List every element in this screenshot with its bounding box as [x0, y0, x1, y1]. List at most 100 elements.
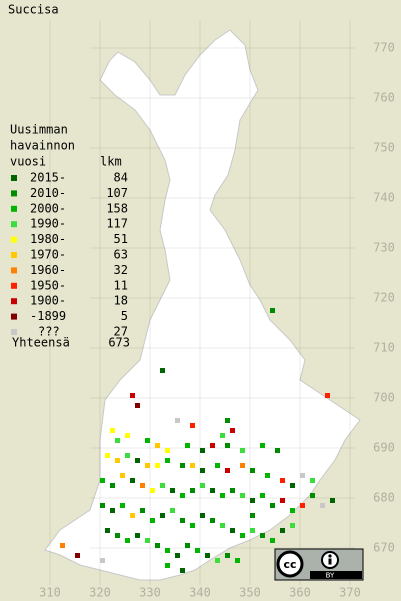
observation-cell [190, 463, 195, 468]
observation-cell [270, 538, 275, 543]
legend-label: 2015- [30, 171, 66, 185]
observation-cell [135, 458, 140, 463]
observation-cell [270, 308, 275, 313]
legend-count: 32 [114, 263, 128, 277]
x-tick-label: 330 [139, 586, 161, 600]
observation-cell [105, 453, 110, 458]
observation-cell [75, 553, 80, 558]
observation-cell [130, 513, 135, 518]
x-tick-label: 320 [89, 586, 111, 600]
observation-cell [145, 538, 150, 543]
y-tick-label: 740 [373, 191, 395, 205]
cc-circle [276, 550, 304, 578]
legend-count: 18 [114, 294, 128, 308]
legend-count: 158 [106, 201, 128, 215]
observation-cell [180, 463, 185, 468]
observation-cell [270, 503, 275, 508]
observation-cell [195, 548, 200, 553]
observation-cell [260, 493, 265, 498]
observation-cell [225, 418, 230, 423]
observation-cell [260, 533, 265, 538]
legend-count: 107 [106, 186, 128, 200]
observation-cell [145, 463, 150, 468]
observation-cell [200, 468, 205, 473]
legend-count: 11 [114, 278, 128, 292]
observation-cell [165, 458, 170, 463]
observation-cell [135, 403, 140, 408]
observation-cell [265, 473, 270, 478]
observation-cell [100, 478, 105, 483]
observation-cell [140, 508, 145, 513]
legend-swatch [11, 282, 17, 289]
y-tick-label: 670 [373, 541, 395, 555]
observation-cell [215, 463, 220, 468]
observation-cell [180, 493, 185, 498]
observation-cell [135, 533, 140, 538]
badge-strip [310, 571, 362, 579]
observation-cell [280, 528, 285, 533]
legend-swatch [11, 190, 17, 197]
observation-cell [140, 483, 145, 488]
y-tick-label: 760 [373, 91, 395, 105]
observation-cell [240, 533, 245, 538]
observation-cell [280, 498, 285, 503]
observation-cell [110, 483, 115, 488]
observation-cell [210, 488, 215, 493]
legend-label: 1980- [30, 232, 66, 246]
legend-count: 27 [114, 325, 128, 339]
legend-label: 2000- [30, 201, 66, 215]
legend-swatch [11, 236, 17, 243]
x-tick-label: 370 [339, 586, 361, 600]
observation-cell [320, 503, 325, 508]
total-label: Yhteensä [12, 336, 70, 350]
legend-label: ??? [38, 325, 60, 339]
observation-cell [170, 508, 175, 513]
observation-cell [290, 508, 295, 513]
observation-cell [250, 498, 255, 503]
legend-swatch [11, 175, 17, 181]
legend-count: 84 [114, 171, 128, 185]
legend-count: 117 [106, 217, 128, 231]
observation-cell [115, 438, 120, 443]
observation-cell [190, 488, 195, 493]
legend-label: 1970- [30, 248, 66, 262]
observation-cell [250, 528, 255, 533]
observation-cell [155, 463, 160, 468]
by-icon-head [328, 554, 332, 558]
observation-cell [185, 443, 190, 448]
legend-label: 1950- [30, 278, 66, 292]
observation-cell [205, 553, 210, 558]
observation-cell [115, 458, 120, 463]
observation-cell [155, 543, 160, 548]
x-tick-label: 350 [239, 586, 261, 600]
observation-cell [100, 558, 105, 563]
y-tick-label: 710 [373, 341, 395, 355]
by-icon-body [328, 558, 332, 565]
observation-cell [160, 513, 165, 518]
legend-label: -1899 [30, 309, 66, 323]
observation-cell [275, 448, 280, 453]
observation-cell [165, 563, 170, 568]
observation-cell [200, 513, 205, 518]
observation-cell [190, 423, 195, 428]
observation-cell [130, 393, 135, 398]
observation-cell [125, 433, 130, 438]
observation-cell [220, 433, 225, 438]
observation-cell [235, 558, 240, 563]
legend-heading: vuosi [10, 155, 46, 169]
observation-cell [225, 468, 230, 473]
observation-cell [290, 483, 295, 488]
legend-swatch [11, 221, 17, 228]
observation-cell [220, 523, 225, 528]
legend-count: 51 [114, 232, 128, 246]
observation-cell [180, 568, 185, 573]
observation-cell [110, 508, 115, 513]
observation-cell [150, 518, 155, 523]
cc-text: cc [283, 558, 296, 571]
observation-cell [115, 533, 120, 538]
finland-outline [44, 29, 361, 581]
legend-swatch [11, 205, 17, 212]
observation-cell [300, 503, 305, 508]
